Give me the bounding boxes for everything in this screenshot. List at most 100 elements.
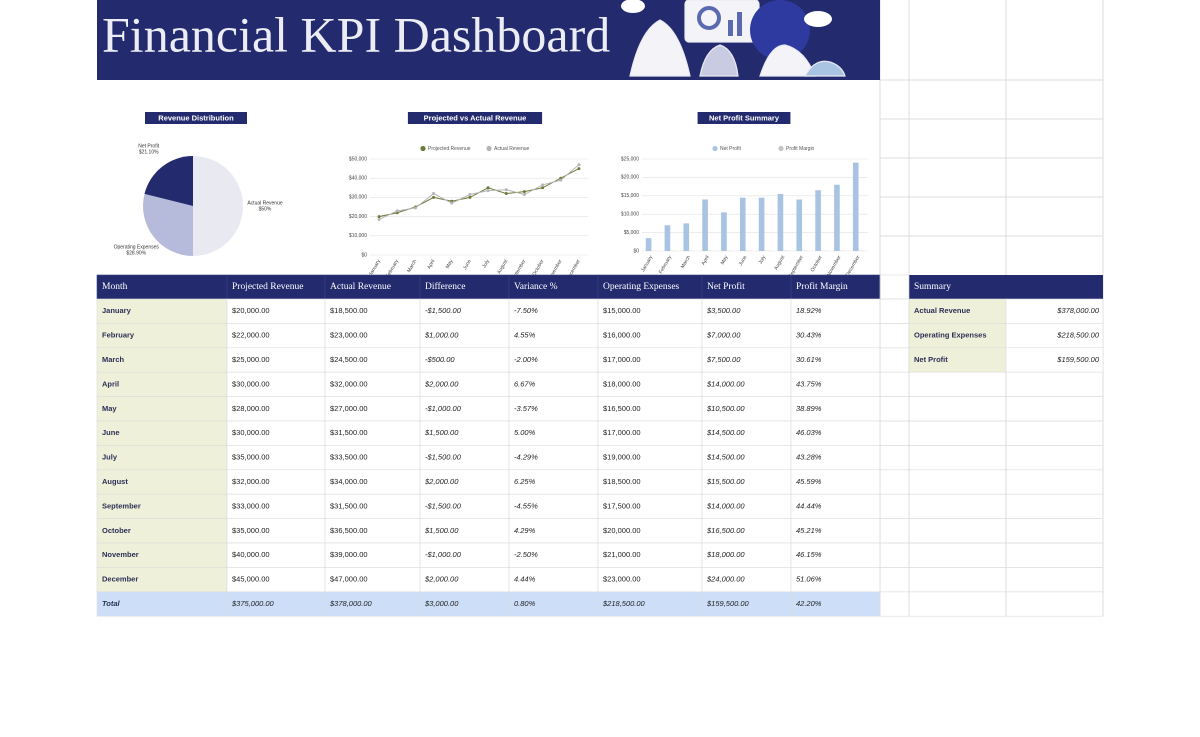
cell-value: $27,000.00 (330, 404, 368, 413)
cell-value: -2.50% (514, 550, 538, 559)
cell-value: $30,000.00 (232, 428, 270, 437)
table-cell (790, 371, 881, 397)
header-cell (701, 274, 792, 300)
cell-value: $17,000.00 (603, 355, 641, 364)
table-cell (597, 420, 703, 446)
empty-cell (1005, 493, 1104, 519)
table-cell (226, 347, 326, 373)
cell-value: $45,000.00 (232, 575, 270, 584)
legend-marker (420, 145, 426, 152)
cell-value: $159,500.00 (706, 599, 750, 608)
point (486, 186, 490, 190)
summary-label: Operating Expenses (914, 331, 987, 340)
cell-value: -$1,000.00 (425, 550, 462, 559)
cell-value: $378,000.00 (329, 599, 373, 608)
table-cell (96, 371, 228, 397)
row-label: December (102, 575, 138, 584)
y-tick-label: $20,000 (349, 214, 367, 220)
cell-value: $24,500.00 (330, 355, 368, 364)
summary-label: Actual Revenue (914, 306, 970, 315)
x-tick-label: January (368, 258, 382, 277)
illustration-bar (728, 20, 733, 36)
table-cell (96, 469, 228, 495)
empty-cell (1005, 396, 1104, 422)
chart-title-box (407, 112, 543, 124)
table-cell (96, 567, 228, 593)
row-label: April (102, 379, 119, 388)
illustration-blob (750, 0, 810, 60)
table-cell (508, 493, 599, 519)
cell-value: $31,500.00 (330, 428, 368, 437)
header-cell (226, 274, 326, 300)
x-tick-label: March (406, 258, 418, 273)
table-cell (226, 371, 326, 397)
cell-value: $33,500.00 (330, 453, 368, 462)
cell-value: -3.57% (514, 404, 538, 413)
cell-value: $218,500.00 (602, 599, 646, 608)
cell-value: $2,000.00 (424, 477, 459, 486)
chart-title: Net Profit Summary (709, 113, 780, 122)
empty-cell (1005, 542, 1104, 568)
empty-cell (879, 420, 910, 446)
cell-value: $7,000.00 (706, 331, 741, 340)
header-cell (508, 274, 599, 300)
table-cell (324, 518, 421, 544)
table-cell (701, 323, 792, 349)
point (541, 183, 545, 187)
slice-label: Actual Revenue (247, 200, 283, 206)
bar (739, 197, 746, 251)
table-cell (508, 567, 599, 593)
table-cell (96, 298, 228, 324)
bar (721, 212, 727, 251)
table-cell (324, 493, 421, 519)
illustration-person (699, 44, 739, 77)
y-tick-label: $50,000 (349, 156, 367, 162)
cell-value: -4.29% (514, 453, 538, 462)
point (577, 163, 581, 167)
pie-slice (144, 156, 193, 206)
table-cell (96, 420, 228, 446)
header-cell (597, 274, 703, 300)
illustration-person (629, 19, 691, 77)
table-cell (597, 542, 703, 568)
table-cell (226, 420, 326, 446)
summary-label: Net Profit (914, 355, 948, 364)
pie-slice (193, 156, 243, 256)
cell-value: $14,000.00 (706, 501, 745, 510)
x-tick-label: January (640, 254, 654, 273)
slice-value: $50% (259, 206, 272, 212)
cell-value: 51.06% (796, 575, 822, 584)
x-tick-label: November (826, 254, 843, 277)
cell-value: $33,000.00 (232, 501, 270, 510)
table-cell (226, 469, 326, 495)
empty-cell (1005, 469, 1104, 495)
table-cell (419, 493, 510, 519)
cell-value: 0.80% (514, 599, 536, 608)
table-cell (419, 518, 510, 544)
bar (796, 199, 803, 251)
cell-value: 38.89% (796, 404, 822, 413)
legend-marker (712, 145, 718, 152)
point (432, 192, 436, 196)
cell-value: $28,000.00 (232, 404, 270, 413)
illustration-person (803, 60, 846, 77)
pie-slice (143, 193, 193, 256)
point (377, 217, 381, 221)
summary-value: $218,500.00 (1056, 331, 1100, 340)
cell-value: $22,000.00 (232, 331, 270, 340)
cell-value: -$1,500.00 (425, 501, 462, 510)
cell-value: $17,000.00 (603, 428, 641, 437)
x-tick-label: July (481, 258, 491, 269)
point (413, 206, 417, 210)
cell-value: $40,000.00 (232, 550, 270, 559)
y-tick-label: $30,000 (349, 195, 367, 201)
column-header: Month (102, 282, 128, 292)
empty-cell (1005, 518, 1104, 544)
table-cell (597, 591, 703, 617)
empty-cell (908, 371, 1007, 397)
table-cell (324, 567, 421, 593)
cell-value: 4.44% (514, 575, 536, 584)
table-cell (226, 493, 326, 519)
x-tick-label: May (720, 254, 730, 266)
